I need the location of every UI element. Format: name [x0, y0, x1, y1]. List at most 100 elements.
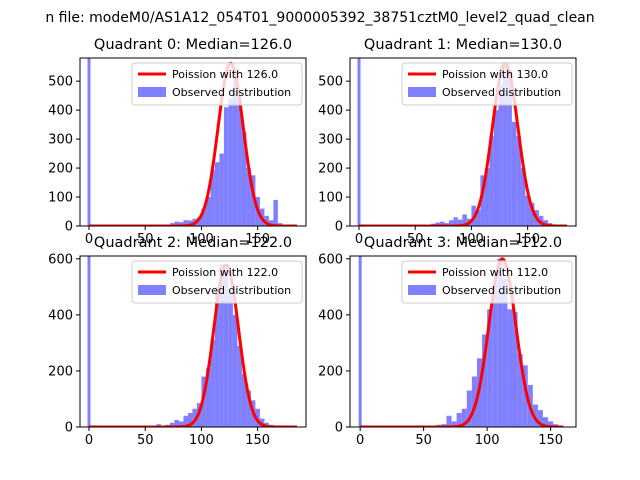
histogram-bar: [484, 168, 490, 226]
y-tick-label: 400: [48, 308, 73, 323]
plot-area: [357, 58, 568, 226]
histogram-bar: [210, 169, 215, 226]
histogram-bar: [517, 354, 523, 427]
histogram-bar: [250, 175, 256, 226]
fit-curve-line: [88, 263, 298, 427]
histogram-bar: [507, 69, 512, 226]
histogram-bar: [228, 98, 233, 226]
y-tick-label: 600: [318, 252, 343, 267]
histogram-bar: [507, 309, 513, 427]
legend: Poission with 130.0 Observed distribution: [401, 62, 573, 106]
x-tick-label: 100: [189, 232, 214, 247]
histogram-bar: [228, 292, 233, 427]
histogram-bar: [475, 210, 481, 226]
x-tick-label: 100: [189, 433, 214, 448]
y-tick-label: 200: [48, 162, 73, 177]
y-tick-label: 400: [318, 308, 343, 323]
histogram-bar: [237, 100, 242, 226]
histogram-bar: [538, 215, 544, 226]
histogram-bar-zero-spike: [358, 256, 362, 427]
legend: Poission with 122.0 Observed distribution: [131, 260, 303, 304]
x-tick-label: 0: [356, 433, 364, 448]
histogram-bar: [482, 334, 488, 427]
x-tick-label: 150: [245, 433, 270, 448]
subplot-title: Quadrant 0: Median=126.0: [94, 37, 292, 53]
histogram-bar: [205, 368, 211, 427]
legend-label-fit: Poission with 130.0: [442, 68, 548, 81]
subplot-title: Quadrant 2: Median=122.0: [94, 235, 292, 251]
histogram-bar: [462, 214, 467, 226]
histogram-bar: [255, 408, 260, 427]
legend-label-fit: Poission with 126.0: [172, 68, 278, 81]
x-tick-label: 50: [407, 232, 424, 247]
subplot-title: Quadrant 1: Median=130.0: [364, 37, 562, 53]
plot-area: [87, 58, 298, 226]
histogram-bar: [246, 390, 251, 427]
histogram-bar: [511, 121, 517, 226]
y-tick-label: 200: [318, 364, 343, 379]
y-tick-label: 300: [48, 133, 73, 148]
histogram-bar: [264, 215, 269, 226]
histogram-bar: [457, 219, 463, 226]
histogram-bar: [522, 365, 528, 427]
histogram-bar-zero-spike: [357, 58, 361, 226]
histogram-bar: [223, 270, 229, 427]
histogram-bar: [451, 421, 457, 427]
histogram-bar: [498, 84, 503, 226]
fit-curve-line: [88, 61, 298, 226]
subplot-quadrant-2: 0 50 100 150 0 200 400 600 Quadrant 2: Median=12…: [48, 235, 307, 448]
histogram-bar: [223, 107, 229, 226]
legend-label-observed: Observed distribution: [172, 284, 291, 297]
histogram-bar: [210, 340, 215, 427]
axes-frame: [349, 255, 577, 428]
histogram-bar: [174, 221, 179, 226]
histogram-bar: [439, 221, 445, 226]
histogram-bar: [487, 309, 493, 427]
histogram-bar: [232, 75, 238, 226]
y-tick-label: 600: [48, 252, 73, 267]
histogram-bar: [183, 220, 188, 226]
histogram-bar: [529, 202, 535, 226]
subplot-quadrant-1: 0 50 100 150 0 100 200 300 400 500 Quadrant 1: Med…: [318, 37, 577, 247]
histogram-bar: [241, 373, 247, 427]
histogram-bar: [268, 220, 274, 226]
x-tick-label: 50: [137, 433, 154, 448]
histogram-bar: [548, 421, 554, 427]
histogram-bar: [174, 419, 179, 427]
histogram-bar: [461, 408, 467, 427]
histogram-bar: [516, 136, 521, 226]
histogram-bar: [196, 217, 202, 226]
legend-box: [131, 260, 303, 304]
axes-frame: [349, 57, 577, 227]
histogram-bar: [520, 168, 526, 226]
legend-label-observed: Observed distribution: [172, 86, 291, 99]
legend-swatch-observed: [138, 87, 166, 97]
histogram-bar: [480, 175, 485, 226]
fit-curve-line: [358, 62, 568, 226]
histogram-bar: [493, 110, 499, 226]
histogram-bar: [489, 136, 494, 226]
x-tick-label: 150: [515, 232, 540, 247]
histogram-bar: [169, 422, 175, 427]
legend: Poission with 126.0 Observed distribution: [131, 62, 303, 106]
legend: Poission with 112.0 Observed distribution: [401, 260, 573, 304]
plot-area: [87, 256, 298, 427]
histogram-bar: [466, 390, 472, 427]
histogram-bar: [502, 278, 508, 427]
histogram-bar: [237, 345, 242, 427]
y-tick-label: 400: [318, 104, 343, 119]
fit-curve-line: [359, 257, 565, 427]
histogram-bar-zero-spike: [87, 256, 91, 427]
subplot-quadrant-3: 0 50 100 150 0 200 400 600 Quadrant 3: Median=11…: [318, 235, 577, 448]
histogram-bar: [502, 65, 508, 226]
histogram-bar: [187, 220, 193, 226]
legend-box: [401, 260, 573, 304]
histogram-bar: [525, 195, 530, 226]
histogram-bar: [192, 408, 197, 427]
y-tick-label: 0: [65, 220, 73, 235]
x-tick-label: 150: [245, 232, 270, 247]
legend-swatch-observed: [138, 285, 166, 295]
x-tick-label: 100: [475, 433, 500, 448]
